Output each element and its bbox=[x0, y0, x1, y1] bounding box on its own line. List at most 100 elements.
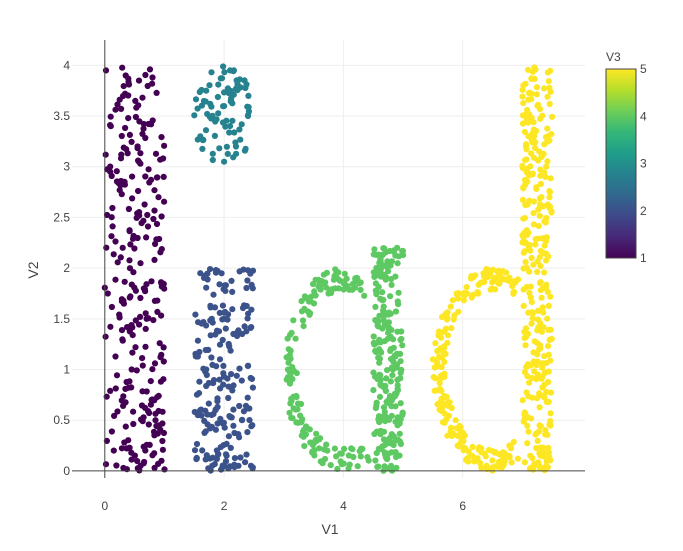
data-point bbox=[112, 353, 119, 360]
data-point bbox=[522, 259, 529, 266]
data-point bbox=[112, 385, 119, 392]
data-point bbox=[157, 249, 164, 256]
data-point bbox=[194, 136, 201, 143]
data-point bbox=[299, 317, 307, 324]
data-point bbox=[313, 430, 320, 437]
colorbar-tick-label: 2 bbox=[640, 204, 647, 218]
data-point bbox=[144, 211, 151, 219]
axes bbox=[72, 40, 585, 478]
data-point bbox=[236, 126, 243, 133]
data-point bbox=[373, 251, 380, 258]
data-point bbox=[310, 300, 318, 307]
data-point bbox=[139, 355, 146, 362]
data-point bbox=[375, 318, 382, 325]
data-point bbox=[449, 297, 456, 304]
data-point bbox=[205, 346, 212, 353]
data-point bbox=[155, 460, 162, 467]
data-point bbox=[203, 284, 210, 291]
data-point bbox=[353, 274, 360, 281]
data-point bbox=[120, 92, 127, 100]
data-point bbox=[538, 194, 545, 201]
data-point bbox=[299, 416, 306, 423]
y-tick-labels: 0 0.5 1 1.5 2 2.5 3 3.5 4 bbox=[53, 58, 70, 478]
data-point bbox=[152, 417, 159, 424]
data-point bbox=[153, 236, 160, 243]
data-point bbox=[151, 464, 158, 471]
data-point bbox=[539, 285, 546, 292]
data-point bbox=[113, 372, 121, 379]
data-point bbox=[537, 262, 544, 270]
data-point bbox=[522, 342, 529, 349]
data-point bbox=[525, 66, 532, 73]
data-point bbox=[201, 417, 208, 424]
data-point bbox=[207, 332, 214, 339]
data-point bbox=[244, 429, 251, 436]
data-point bbox=[387, 262, 394, 269]
data-point bbox=[524, 231, 531, 238]
data-point bbox=[520, 185, 527, 192]
y-tick-label: 0 bbox=[63, 464, 70, 478]
data-point bbox=[241, 323, 248, 330]
data-point bbox=[202, 428, 209, 435]
data-point bbox=[358, 445, 365, 452]
data-point bbox=[521, 459, 529, 466]
data-point bbox=[160, 155, 167, 162]
data-point bbox=[519, 397, 526, 404]
data-point bbox=[532, 462, 539, 469]
data-point bbox=[380, 404, 388, 411]
data-point bbox=[469, 453, 476, 460]
data-point bbox=[310, 281, 317, 288]
y-tick-label: 4 bbox=[63, 58, 70, 72]
data-point bbox=[397, 375, 404, 382]
data-point bbox=[247, 270, 254, 277]
data-point bbox=[228, 371, 235, 378]
data-point bbox=[113, 462, 120, 469]
data-point bbox=[158, 134, 165, 141]
data-point bbox=[198, 86, 205, 94]
data-point bbox=[382, 387, 389, 395]
data-point bbox=[201, 273, 208, 280]
data-point bbox=[226, 129, 233, 136]
data-point bbox=[109, 223, 116, 230]
data-point bbox=[323, 441, 330, 448]
data-point bbox=[341, 270, 348, 277]
data-point bbox=[120, 83, 127, 90]
data-point bbox=[530, 137, 537, 144]
data-point bbox=[132, 113, 139, 121]
data-point bbox=[116, 314, 123, 321]
data-point bbox=[222, 123, 229, 130]
data-point bbox=[160, 173, 167, 180]
data-point bbox=[210, 380, 217, 387]
data-point bbox=[395, 253, 402, 260]
data-point bbox=[545, 78, 552, 85]
data-point bbox=[546, 188, 553, 195]
data-point bbox=[219, 336, 226, 344]
data-point bbox=[385, 450, 392, 457]
data-point bbox=[357, 453, 364, 460]
data-point bbox=[449, 430, 456, 437]
data-point bbox=[111, 412, 118, 419]
data-point bbox=[118, 397, 125, 404]
data-point bbox=[149, 74, 156, 81]
data-point bbox=[373, 291, 380, 298]
data-point bbox=[226, 343, 233, 350]
data-point bbox=[122, 423, 129, 430]
y-tick-label: 3 bbox=[63, 160, 70, 174]
data-point bbox=[157, 426, 164, 433]
data-point bbox=[142, 310, 149, 317]
data-point bbox=[249, 384, 256, 391]
data-point bbox=[436, 379, 443, 387]
data-point bbox=[151, 207, 158, 214]
data-point bbox=[137, 294, 144, 302]
data-point bbox=[478, 449, 485, 456]
data-point bbox=[216, 376, 223, 383]
data-point bbox=[540, 453, 547, 460]
data-point bbox=[380, 303, 387, 310]
data-point bbox=[158, 312, 165, 319]
data-point bbox=[382, 413, 390, 420]
data-point bbox=[148, 396, 155, 404]
data-point bbox=[532, 145, 539, 152]
data-point bbox=[397, 336, 404, 343]
data-point bbox=[139, 388, 146, 395]
data-point bbox=[384, 322, 391, 329]
